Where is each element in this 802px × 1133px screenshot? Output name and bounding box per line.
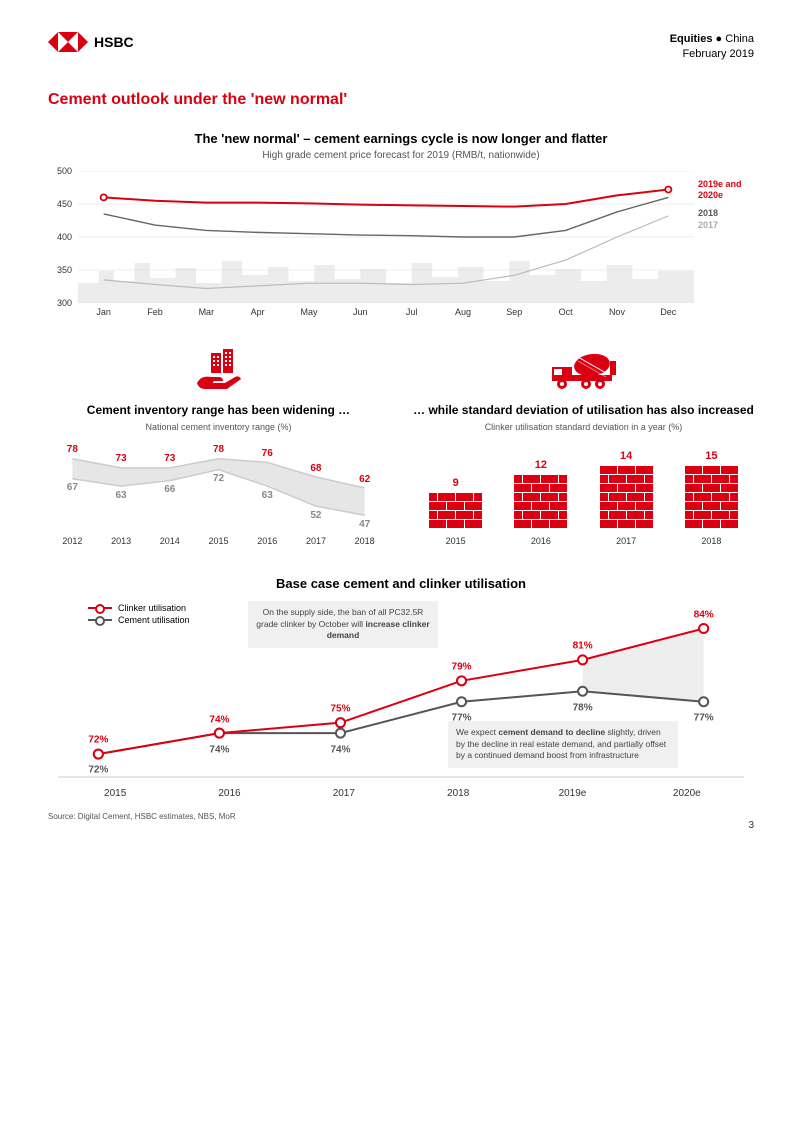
brick-column: 12 (513, 459, 569, 528)
util-sd-title: … while standard deviation of utilisatio… (413, 403, 754, 419)
chart1-series-labels: 2019e and 2020e 2018 2017 (698, 179, 754, 232)
chart1-xaxis: JanFebMarAprMayJunJulAugSepOctNovDec (78, 307, 694, 321)
price-forecast-section: The 'new normal' – cement earnings cycle… (48, 131, 754, 321)
chart3-area: Clinker utilisation Cement utilisation O… (48, 599, 754, 799)
chart3-plot: 72%74%74%77%78%77%72%74%75%79%81%84% (58, 599, 744, 781)
inventory-title: Cement inventory range has been widening… (48, 403, 389, 419)
brick-column: 9 (428, 477, 484, 528)
util-sd-subtitle: Clinker utilisation standard deviation i… (413, 422, 754, 432)
chart1-subtitle: High grade cement price forecast for 201… (48, 150, 754, 161)
header-category: Equities (670, 33, 713, 45)
page-header: HSBC Equities ● China February 2019 (48, 32, 754, 63)
label-2017: 2017 (698, 220, 754, 232)
chart1-yaxis: 300350400450500 (48, 171, 76, 303)
utilisation-chart-section: Base case cement and clinker utilisation… (48, 576, 754, 806)
label-2019e: 2019e and 2020e (698, 179, 754, 202)
chart3-xaxis: 20152016201720182019e2020e (58, 788, 744, 799)
brick-column: 14 (598, 450, 654, 528)
hsbc-logo: HSBC (48, 32, 134, 52)
inventory-subtitle: National cement inventory range (%) (48, 422, 389, 432)
hsbc-hexagon-icon (48, 32, 88, 52)
brand-text: HSBC (94, 34, 134, 50)
header-date: February 2019 (670, 47, 754, 62)
utilisation-sd-column: … while standard deviation of utilisatio… (413, 345, 754, 547)
header-meta: Equities ● China February 2019 (670, 32, 754, 63)
header-region: China (725, 33, 754, 45)
inventory-range-chart: 7867736373667872766368526247 20122013201… (48, 446, 389, 546)
cement-truck-icon (548, 347, 620, 391)
inventory-column: Cement inventory range has been widening… (48, 345, 389, 547)
chart1-plot (78, 171, 694, 303)
chart1-title: The 'new normal' – cement earnings cycle… (48, 131, 754, 146)
bricks-chart: 9121415 2015201620172018 (413, 446, 754, 546)
hand-buildings-icon (191, 347, 247, 391)
source-line: Source: Digital Cement, HSBC estimates, … (48, 812, 754, 821)
main-title: Cement outlook under the 'new normal' (48, 91, 754, 109)
two-column-section: Cement inventory range has been widening… (48, 345, 754, 547)
brick-column: 15 (683, 450, 739, 528)
chart1-container: 300350400450500 2019e and 2020e 2018 201… (48, 171, 754, 321)
page-number: 3 (748, 820, 754, 831)
chart3-title: Base case cement and clinker utilisation (48, 576, 754, 591)
label-2018: 2018 (698, 208, 754, 220)
